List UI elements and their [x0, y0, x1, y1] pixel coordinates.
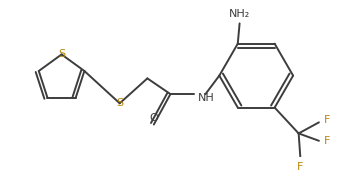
- Text: F: F: [324, 115, 330, 125]
- Text: S: S: [116, 98, 123, 108]
- Text: F: F: [324, 136, 330, 146]
- Text: NH: NH: [198, 93, 215, 103]
- Text: S: S: [58, 49, 65, 60]
- Text: F: F: [297, 162, 304, 170]
- Text: NH₂: NH₂: [229, 9, 250, 19]
- Text: O: O: [150, 113, 158, 123]
